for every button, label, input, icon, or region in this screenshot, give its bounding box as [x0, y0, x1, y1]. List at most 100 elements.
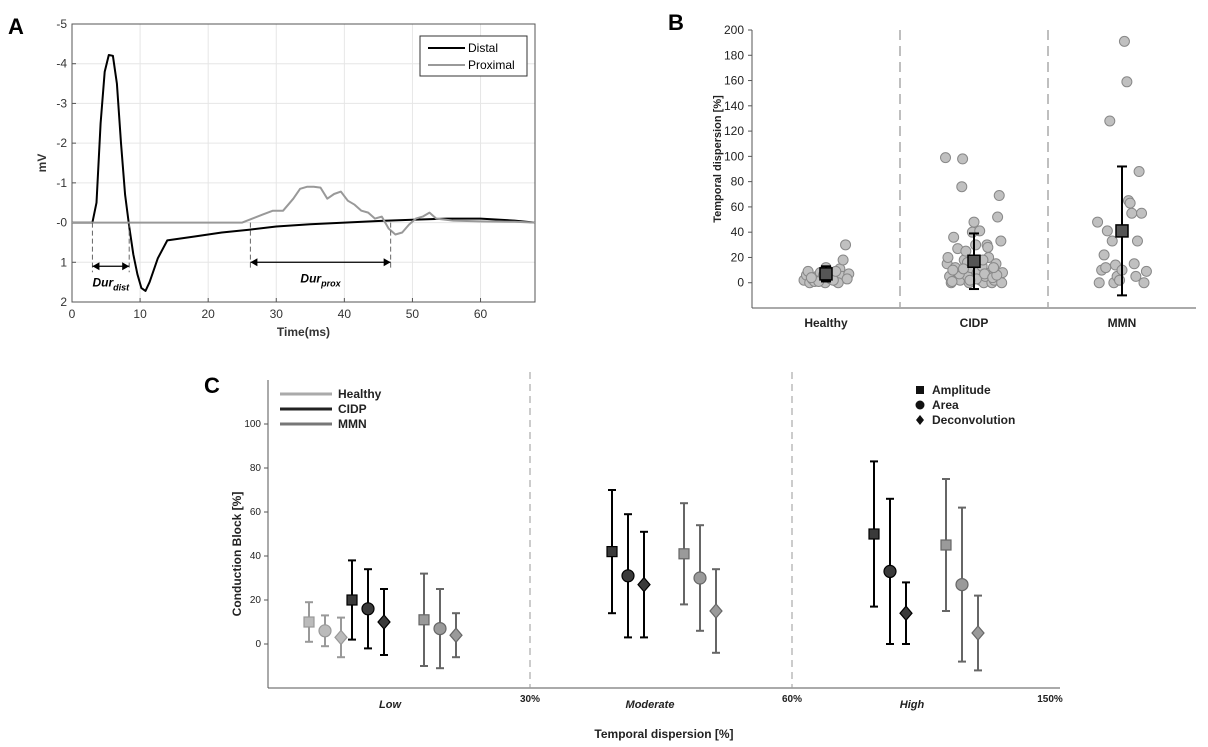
x-tick-label: 40: [338, 307, 352, 321]
data-point: [960, 245, 972, 257]
y-tick-label: 120: [724, 124, 744, 138]
x-tick-label: MMN: [1108, 316, 1137, 330]
y-tick-label: 0: [255, 639, 261, 650]
marker-deconvolution: [899, 605, 913, 622]
y-tick-label: -5: [56, 17, 67, 31]
marker-deconvolution: [637, 576, 651, 593]
marker-amplitude: [940, 539, 952, 551]
legend-marker-square: [916, 386, 924, 394]
data-point: [946, 275, 958, 287]
duration-label: Durdist: [92, 275, 130, 292]
marker-amplitude: [678, 548, 690, 560]
y-tick-label: -3: [56, 96, 67, 110]
category-label: Moderate: [626, 699, 675, 711]
series-line-distal: [72, 54, 536, 292]
data-point: [1126, 207, 1138, 219]
marker-deconvolution: [971, 625, 985, 641]
series-line-proximal: [72, 185, 536, 236]
data-point: [1136, 207, 1148, 219]
y-tick-label: 60: [731, 200, 745, 214]
y-axis-label: mV: [35, 154, 49, 173]
data-point: [1121, 76, 1133, 88]
data-point: [957, 263, 969, 275]
data-point: [1128, 258, 1140, 270]
data-point: [957, 153, 969, 165]
legend-marker-diamond: [916, 415, 924, 425]
y-tick-label: 2: [60, 295, 67, 309]
data-point: [805, 272, 817, 284]
legend-label-proximal: Proximal: [468, 58, 515, 72]
marker-deconvolution: [449, 627, 463, 644]
y-tick-label: -0: [56, 216, 67, 230]
y-tick-label: 20: [731, 250, 745, 264]
arrow-head-right: [383, 258, 391, 267]
data-point: [968, 216, 980, 228]
panel-c-letter: C: [204, 373, 220, 398]
data-point: [1114, 274, 1126, 286]
panel-b-chart: 0 20 40 60 80 100 120 140 160 180 200 Healthy CIDP MM…: [712, 23, 1196, 330]
y-tick-label: 40: [731, 225, 745, 239]
data-point: [992, 211, 1004, 223]
y-tick-label: 20: [250, 595, 262, 606]
x-tick-label: 50: [406, 307, 420, 321]
x-axis-label: Temporal dispersion [%]: [594, 727, 733, 741]
data-point: [995, 235, 1007, 247]
data-point: [1104, 115, 1116, 127]
mean-marker: [967, 254, 981, 268]
range-boundary-label: 30%: [520, 694, 540, 705]
data-point: [982, 241, 994, 253]
y-tick-label: 140: [724, 99, 744, 113]
data-point: [1118, 35, 1130, 47]
data-point: [996, 277, 1008, 289]
y-tick-label: 1: [60, 255, 67, 269]
data-point: [1098, 249, 1110, 261]
x-tick-label: 20: [201, 307, 215, 321]
x-axis-label: Time(ms): [277, 325, 330, 339]
data-point: [1092, 216, 1104, 228]
data-point: [1140, 265, 1152, 277]
data-point: [841, 273, 853, 285]
y-tick-label: 60: [250, 507, 262, 518]
legend-marker-label: Deconvolution: [932, 413, 1015, 427]
marker-area: [318, 624, 332, 638]
data-point: [1124, 197, 1136, 209]
x-tick-label: Healthy: [804, 316, 848, 330]
marker-deconvolution: [334, 629, 348, 646]
range-boundary-label: 150%: [1037, 694, 1063, 705]
data-point: [840, 239, 852, 251]
x-tick-label: 60: [474, 307, 488, 321]
marker-area: [693, 571, 707, 585]
legend-label-distal: Distal: [468, 41, 498, 55]
panel-a-chart: 0 10 20 30 40 50 60 -5 -4 -3 -2 -1 -0 1 2 Durdist Durpro…: [35, 17, 536, 339]
legend-marker-label: Amplitude: [932, 383, 991, 397]
data-point: [1101, 225, 1113, 237]
marker-area: [361, 602, 375, 616]
y-tick-label: 0: [737, 276, 744, 290]
panel-a-letter: A: [8, 14, 24, 39]
legend-label-healthy: Healthy: [338, 387, 382, 401]
y-tick-label: 40: [250, 551, 262, 562]
category-label: Low: [379, 699, 402, 711]
mean-marker: [819, 267, 833, 281]
data-point: [1100, 262, 1112, 274]
x-tick-label: 0: [69, 307, 76, 321]
marker-area: [433, 621, 447, 636]
duration-subscript: prox: [320, 278, 341, 288]
y-tick-label: 180: [724, 48, 744, 62]
duration-subscript: dist: [113, 282, 130, 292]
marker-amplitude: [606, 545, 618, 558]
y-tick-label: 80: [250, 463, 262, 474]
panel-b-letter: B: [668, 10, 684, 35]
legend-box: [419, 35, 528, 77]
data-point: [1133, 166, 1145, 178]
y-tick-label: 100: [724, 149, 744, 163]
marker-area: [621, 569, 635, 583]
arrow-head-right: [122, 262, 130, 271]
marker-amplitude: [868, 528, 880, 540]
y-axis-label: Conduction Block [%]: [230, 492, 244, 617]
data-point: [940, 152, 952, 164]
data-point: [1106, 235, 1118, 247]
data-point: [1130, 270, 1142, 282]
data-point: [837, 254, 849, 266]
